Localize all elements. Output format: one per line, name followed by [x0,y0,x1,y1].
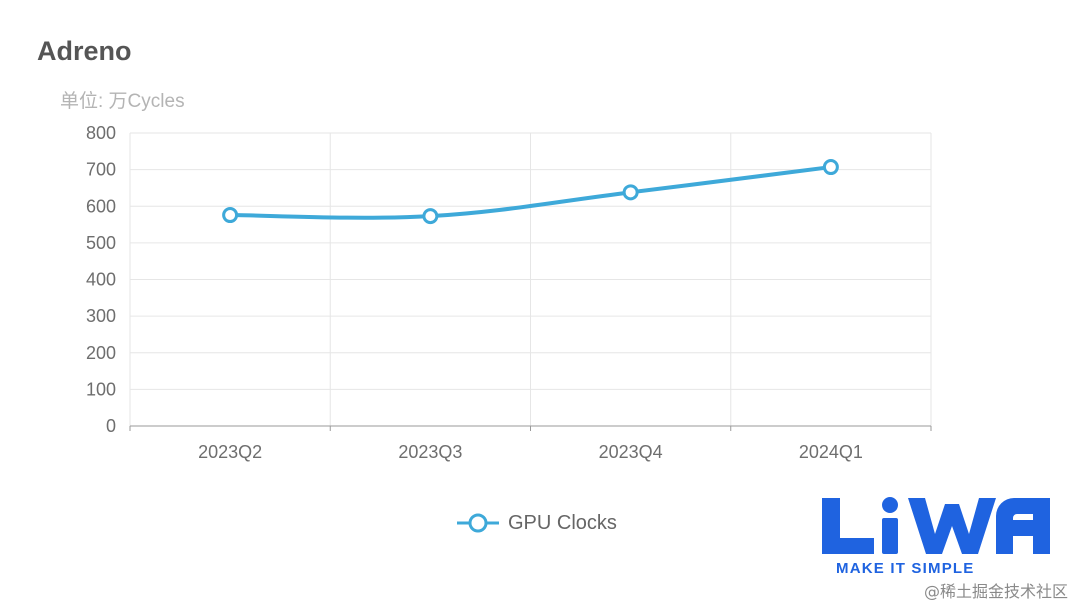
data-point [222,207,239,224]
y-tick-label: 400 [86,270,116,290]
grid-lines [129,132,932,426]
data-point [822,159,839,176]
series-line-gpu-clocks [230,165,832,220]
legend[interactable]: GPU Clocks [456,509,617,537]
y-tick-label: 700 [86,160,116,180]
y-tick-label: 800 [86,123,116,143]
data-point [422,208,439,225]
logo-tagline: MAKE IT SIMPLE [836,560,975,577]
data-point [622,184,639,201]
chart-title: Adreno [37,36,132,66]
liwa-logo-mark [822,497,1050,554]
axes: 0 100 200 300 400 500 600 700 800 2023Q2 2023Q3 202… [86,123,932,462]
unit-label: 单位: 万Cycles [60,91,185,112]
y-tick-label: 0 [106,416,116,436]
y-tick-label: 100 [86,379,116,399]
watermark: @稀土掘金技术社区 [923,582,1068,601]
x-tick-label: 2023Q2 [198,442,262,462]
x-tick-label: 2023Q4 [599,442,663,462]
y-tick-label: 500 [86,233,116,253]
liwa-logo [820,496,1052,580]
series-layer [222,159,839,225]
legend-label: GPU Clocks [508,511,617,534]
y-tick-label: 200 [86,343,116,363]
y-tick-label: 600 [86,196,116,216]
y-tick-label: 300 [86,306,116,326]
x-tick-label: 2024Q1 [799,442,863,462]
x-tick-label: 2023Q3 [398,442,462,462]
legend-series-icon [457,513,499,533]
